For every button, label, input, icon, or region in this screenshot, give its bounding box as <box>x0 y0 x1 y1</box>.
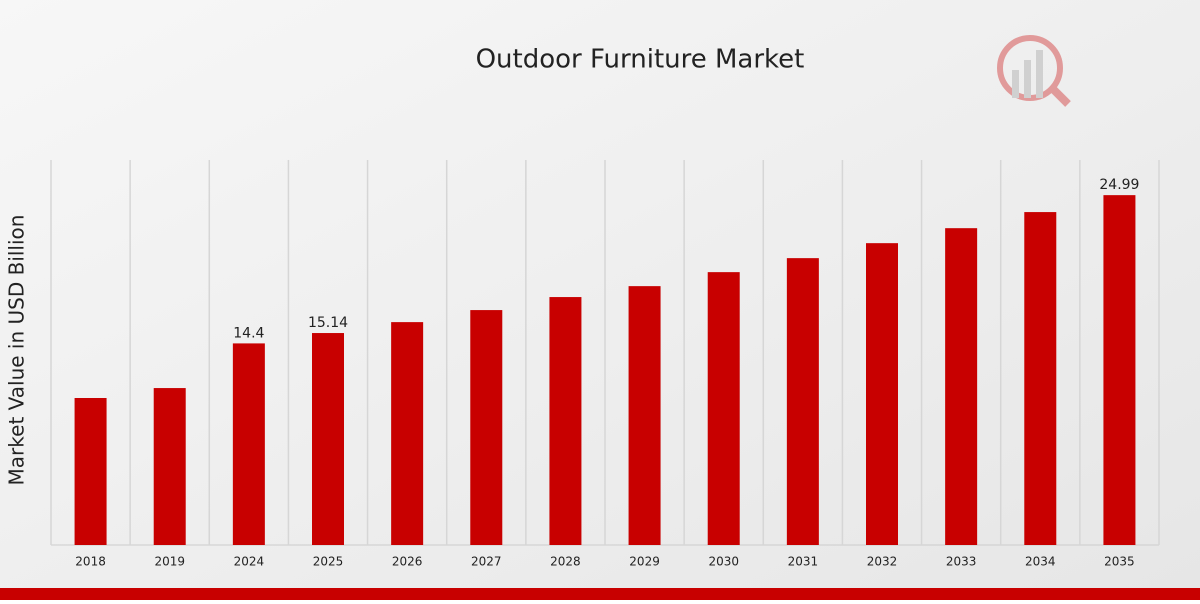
y-axis-label: Market Value in USD Billion <box>5 215 29 486</box>
x-tick-label: 2033 <box>946 555 977 569</box>
x-tick-label: 2034 <box>1025 555 1056 569</box>
bar <box>1024 212 1057 545</box>
bar <box>628 286 661 545</box>
x-tick-label: 2025 <box>313 555 344 569</box>
x-tick-label: 2027 <box>471 555 502 569</box>
bar <box>74 398 107 545</box>
bar <box>1103 195 1136 545</box>
x-tick-label: 2030 <box>708 555 739 569</box>
bar <box>232 343 265 545</box>
footer-strip <box>0 588 1200 600</box>
x-tick-label: 2018 <box>75 555 106 569</box>
bar <box>945 228 978 545</box>
x-tick-label: 2024 <box>234 555 265 569</box>
x-tick-label: 2019 <box>154 555 185 569</box>
x-tick-label: 2032 <box>867 555 898 569</box>
bar <box>707 272 740 545</box>
x-tick-label: 2028 <box>550 555 581 569</box>
logo <box>997 35 1071 107</box>
x-tick-label: 2035 <box>1104 555 1135 569</box>
value-label: 14.4 <box>233 325 264 341</box>
bar <box>312 333 344 545</box>
bar <box>549 297 582 545</box>
bar <box>786 258 819 545</box>
value-label: 24.99 <box>1099 177 1139 193</box>
x-tick-label: 2029 <box>629 555 660 569</box>
bar <box>391 322 424 545</box>
bar <box>470 310 503 545</box>
chart-title: Outdoor Furniture Market <box>476 45 805 75</box>
x-tick-label: 2031 <box>788 555 819 569</box>
bar <box>866 243 898 545</box>
x-tick-label: 2026 <box>392 555 423 569</box>
value-label: 15.14 <box>308 315 348 331</box>
bar <box>153 388 186 545</box>
